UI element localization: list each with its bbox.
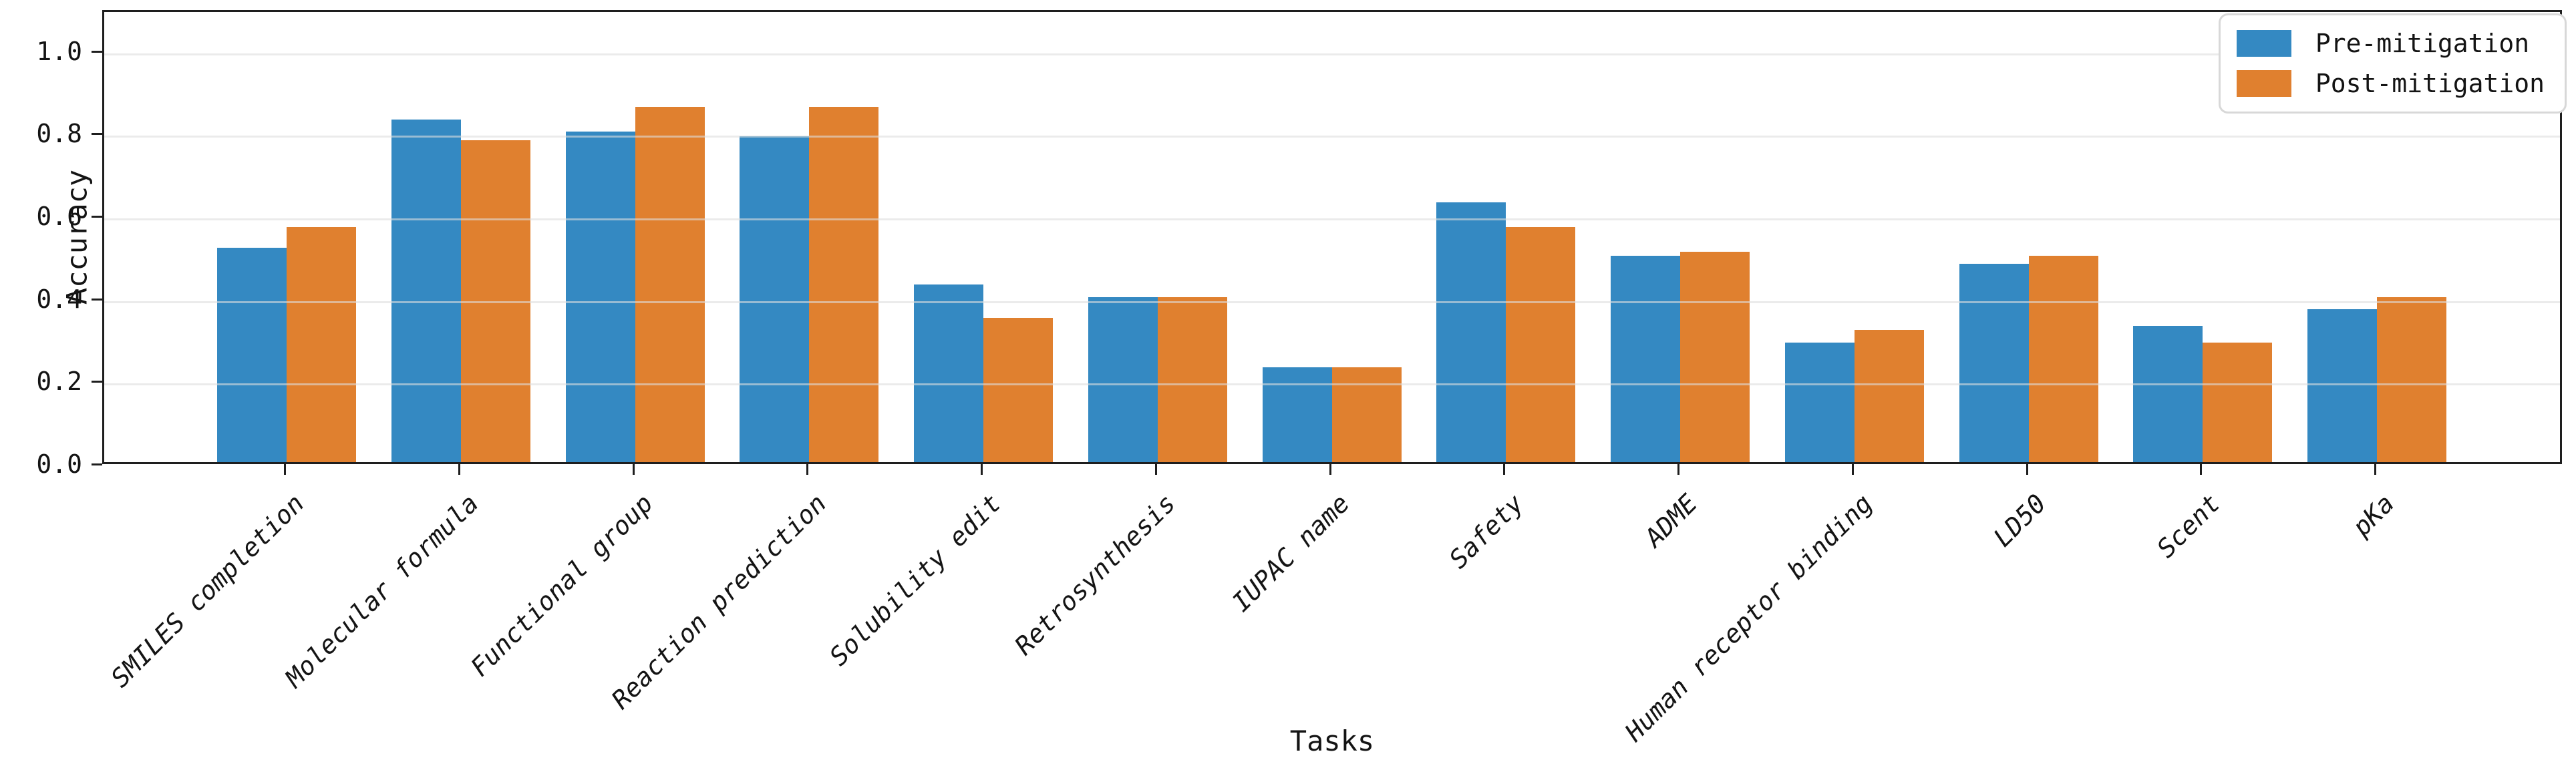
y-tick-label-0.2: 0.2 (36, 367, 82, 396)
bar-pre-mitigation-solubility-edit (914, 284, 983, 462)
x-tick-label-safety: Safety (1443, 488, 1529, 574)
bar-post-mitigation-scent (2203, 343, 2272, 462)
bar-post-mitigation-ld50 (2029, 256, 2098, 462)
bar-post-mitigation-safety (1506, 227, 1575, 462)
y-tick-0.6 (92, 216, 102, 218)
bar-pre-mitigation-functional-group (566, 132, 635, 462)
legend-swatch-pre-mitigation (2236, 30, 2291, 57)
x-tick-label-pka: pKa (2347, 488, 2400, 542)
x-tick-label-adme: ADME (1639, 488, 1704, 553)
x-tick-label-retrosynthesis: Retrosynthesis (1009, 488, 1181, 661)
y-tick-label-0.4: 0.4 (36, 284, 82, 314)
x-tick-label-iupac-name: IUPAC name (1226, 488, 1355, 618)
bar-post-mitigation-smiles-completion (287, 227, 356, 462)
legend-item-post-mitigation: Post-mitigation (2236, 69, 2545, 98)
bar-pre-mitigation-pka (2307, 309, 2377, 462)
bar-post-mitigation-functional-group (635, 107, 705, 462)
x-tick-solubility-edit (981, 464, 983, 475)
bar-pre-mitigation-safety (1436, 202, 1506, 462)
bar-post-mitigation-retrosynthesis (1158, 297, 1227, 462)
x-tick-retrosynthesis (1155, 464, 1157, 475)
x-tick-label-ld50: LD50 (1987, 488, 2052, 553)
y-tick-1.0 (92, 51, 102, 53)
y-tick-0.0 (92, 463, 102, 465)
bar-pre-mitigation-reaction-prediction (740, 136, 809, 462)
bar-pre-mitigation-human-receptor-binding (1785, 343, 1855, 462)
bar-pre-mitigation-scent (2133, 326, 2203, 462)
x-tick-human-receptor-binding (1852, 464, 1854, 475)
x-tick-smiles-completion (284, 464, 286, 475)
bar-pre-mitigation-smiles-completion (217, 248, 287, 462)
x-tick-reaction-prediction (806, 464, 808, 475)
x-tick-label-functional-group: Functional group (464, 488, 659, 683)
x-tick-functional-group (633, 464, 635, 475)
x-tick-label-scent: Scent (2150, 488, 2226, 564)
bar-post-mitigation-reaction-prediction (809, 107, 878, 462)
bar-post-mitigation-iupac-name (1332, 367, 1402, 462)
y-tick-0.4 (92, 299, 102, 301)
x-tick-safety (1503, 464, 1505, 475)
x-tick-label-molecular-formula: Molecular formula (279, 488, 484, 693)
legend-swatch-post-mitigation (2236, 70, 2291, 97)
legend-label-post-mitigation: Post-mitigation (2315, 69, 2545, 98)
x-tick-iupac-name (1329, 464, 1331, 475)
x-tick-molecular-formula (458, 464, 460, 475)
bar-pre-mitigation-iupac-name (1263, 367, 1332, 462)
bar-pre-mitigation-adme (1611, 256, 1680, 462)
x-axis-label: Tasks (1289, 725, 1375, 757)
bar-pre-mitigation-ld50 (1959, 264, 2029, 462)
plot-area (102, 10, 2562, 464)
bar-pre-mitigation-retrosynthesis (1088, 297, 1158, 462)
y-tick-0.8 (92, 133, 102, 135)
legend-label-pre-mitigation: Pre-mitigation (2315, 29, 2530, 58)
bar-post-mitigation-molecular-formula (461, 140, 530, 462)
y-tick-label-0.8: 0.8 (36, 119, 82, 148)
x-tick-scent (2200, 464, 2202, 475)
x-tick-adme (1677, 464, 1679, 475)
legend-item-pre-mitigation: Pre-mitigation (2236, 29, 2545, 58)
bar-post-mitigation-adme (1680, 252, 1750, 462)
x-tick-label-smiles-completion: SMILES completion (105, 488, 310, 693)
x-tick-label-solubility-edit: Solubility edit (823, 488, 1007, 672)
bar-pre-mitigation-molecular-formula (391, 120, 461, 462)
x-tick-ld50 (2026, 464, 2028, 475)
bar-post-mitigation-human-receptor-binding (1855, 330, 1924, 462)
legend: Pre-mitigation Post-mitigation (2218, 13, 2567, 114)
y-tick-0.2 (92, 381, 102, 383)
bar-post-mitigation-solubility-edit (983, 318, 1053, 462)
gridline-y-0.8 (104, 136, 2560, 138)
gridline-y-1.0 (104, 53, 2560, 55)
x-tick-pka (2374, 464, 2376, 475)
y-tick-label-0.6: 0.6 (36, 202, 82, 231)
bar-post-mitigation-pka (2377, 297, 2446, 462)
y-tick-label-1.0: 1.0 (36, 37, 82, 66)
y-tick-label-0.0: 0.0 (36, 449, 82, 479)
